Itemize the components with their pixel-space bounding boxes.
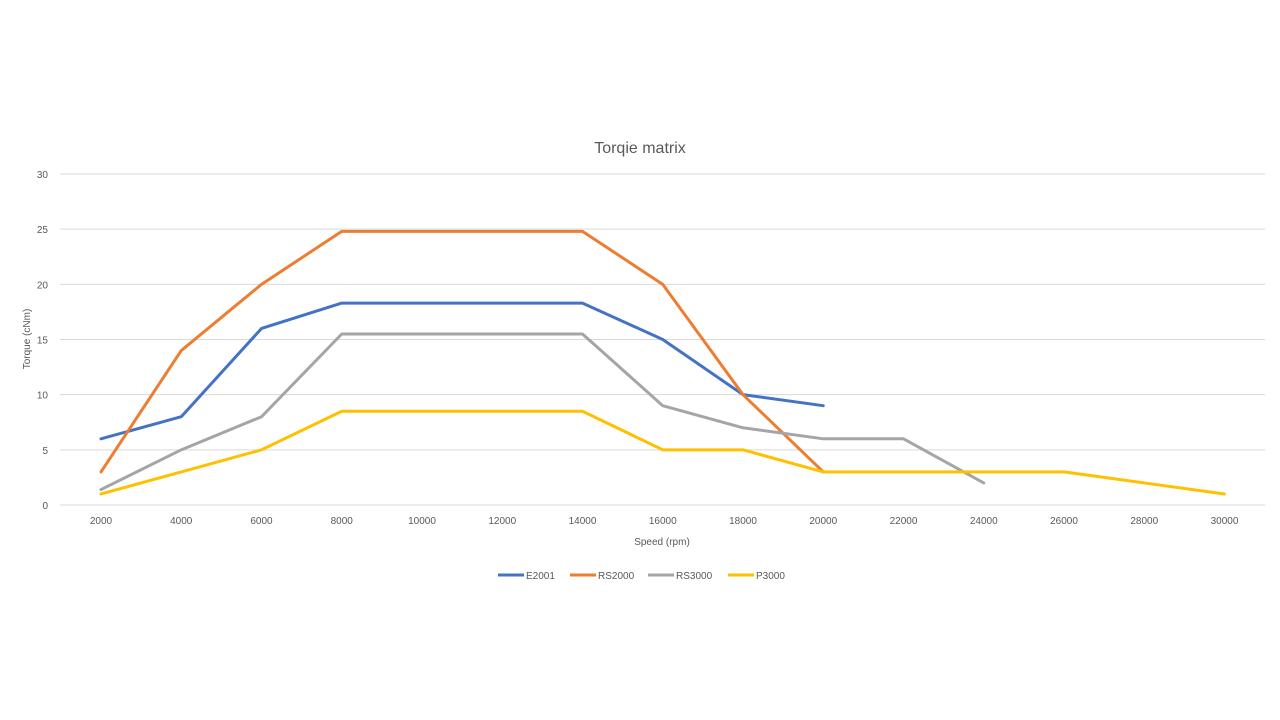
- y-axis-ticks: 0 5 10 15 20 25 30: [37, 170, 49, 512]
- x-tick-label: 8000: [331, 516, 354, 527]
- y-tick-label: 0: [42, 501, 48, 512]
- x-axis-ticks: 2000 4000 6000 8000 10000 12000 14000 16000 1800…: [90, 516, 1239, 527]
- y-tick-label: 5: [42, 446, 48, 457]
- x-tick-label: 6000: [250, 516, 273, 527]
- x-tick-label: 26000: [1050, 516, 1078, 527]
- x-tick-label: 24000: [970, 516, 998, 527]
- legend-label: RS3000: [676, 571, 713, 582]
- x-tick-label: 12000: [488, 516, 516, 527]
- x-tick-label: 4000: [170, 516, 193, 527]
- legend-label: RS2000: [598, 571, 635, 582]
- series-lines: [99, 229, 1226, 496]
- legend-item-p3000: P3000: [728, 571, 785, 582]
- series-line-rs2000: [99, 229, 825, 474]
- x-tick-label: 22000: [890, 516, 918, 527]
- x-tick-label: 16000: [649, 516, 677, 527]
- y-tick-label: 25: [37, 225, 49, 236]
- series-line-e2001: [99, 301, 825, 441]
- y-tick-label: 10: [37, 391, 49, 402]
- legend-item-e2001: E2001: [498, 571, 555, 582]
- x-tick-label: 30000: [1211, 516, 1239, 527]
- y-tick-label: 30: [37, 170, 49, 181]
- legend-label: E2001: [526, 571, 555, 582]
- legend: E2001 RS2000 RS3000 P3000: [498, 571, 785, 582]
- legend-label: P3000: [756, 571, 785, 582]
- y-axis-label: Torque (cNm): [22, 309, 33, 370]
- x-tick-label: 14000: [569, 516, 597, 527]
- x-tick-label: 28000: [1130, 516, 1158, 527]
- x-tick-label: 18000: [729, 516, 757, 527]
- x-axis-label: Speed (rpm): [634, 537, 690, 548]
- x-tick-label: 2000: [90, 516, 113, 527]
- chart-title: Torqie matrix: [594, 140, 686, 157]
- series-line-rs3000: [99, 332, 986, 492]
- legend-item-rs2000: RS2000: [570, 571, 635, 582]
- legend-item-rs3000: RS3000: [648, 571, 713, 582]
- y-tick-label: 15: [37, 336, 49, 347]
- y-tick-label: 20: [37, 280, 49, 291]
- series-line-p3000: [99, 409, 1226, 496]
- x-tick-label: 10000: [408, 516, 436, 527]
- x-tick-label: 20000: [809, 516, 837, 527]
